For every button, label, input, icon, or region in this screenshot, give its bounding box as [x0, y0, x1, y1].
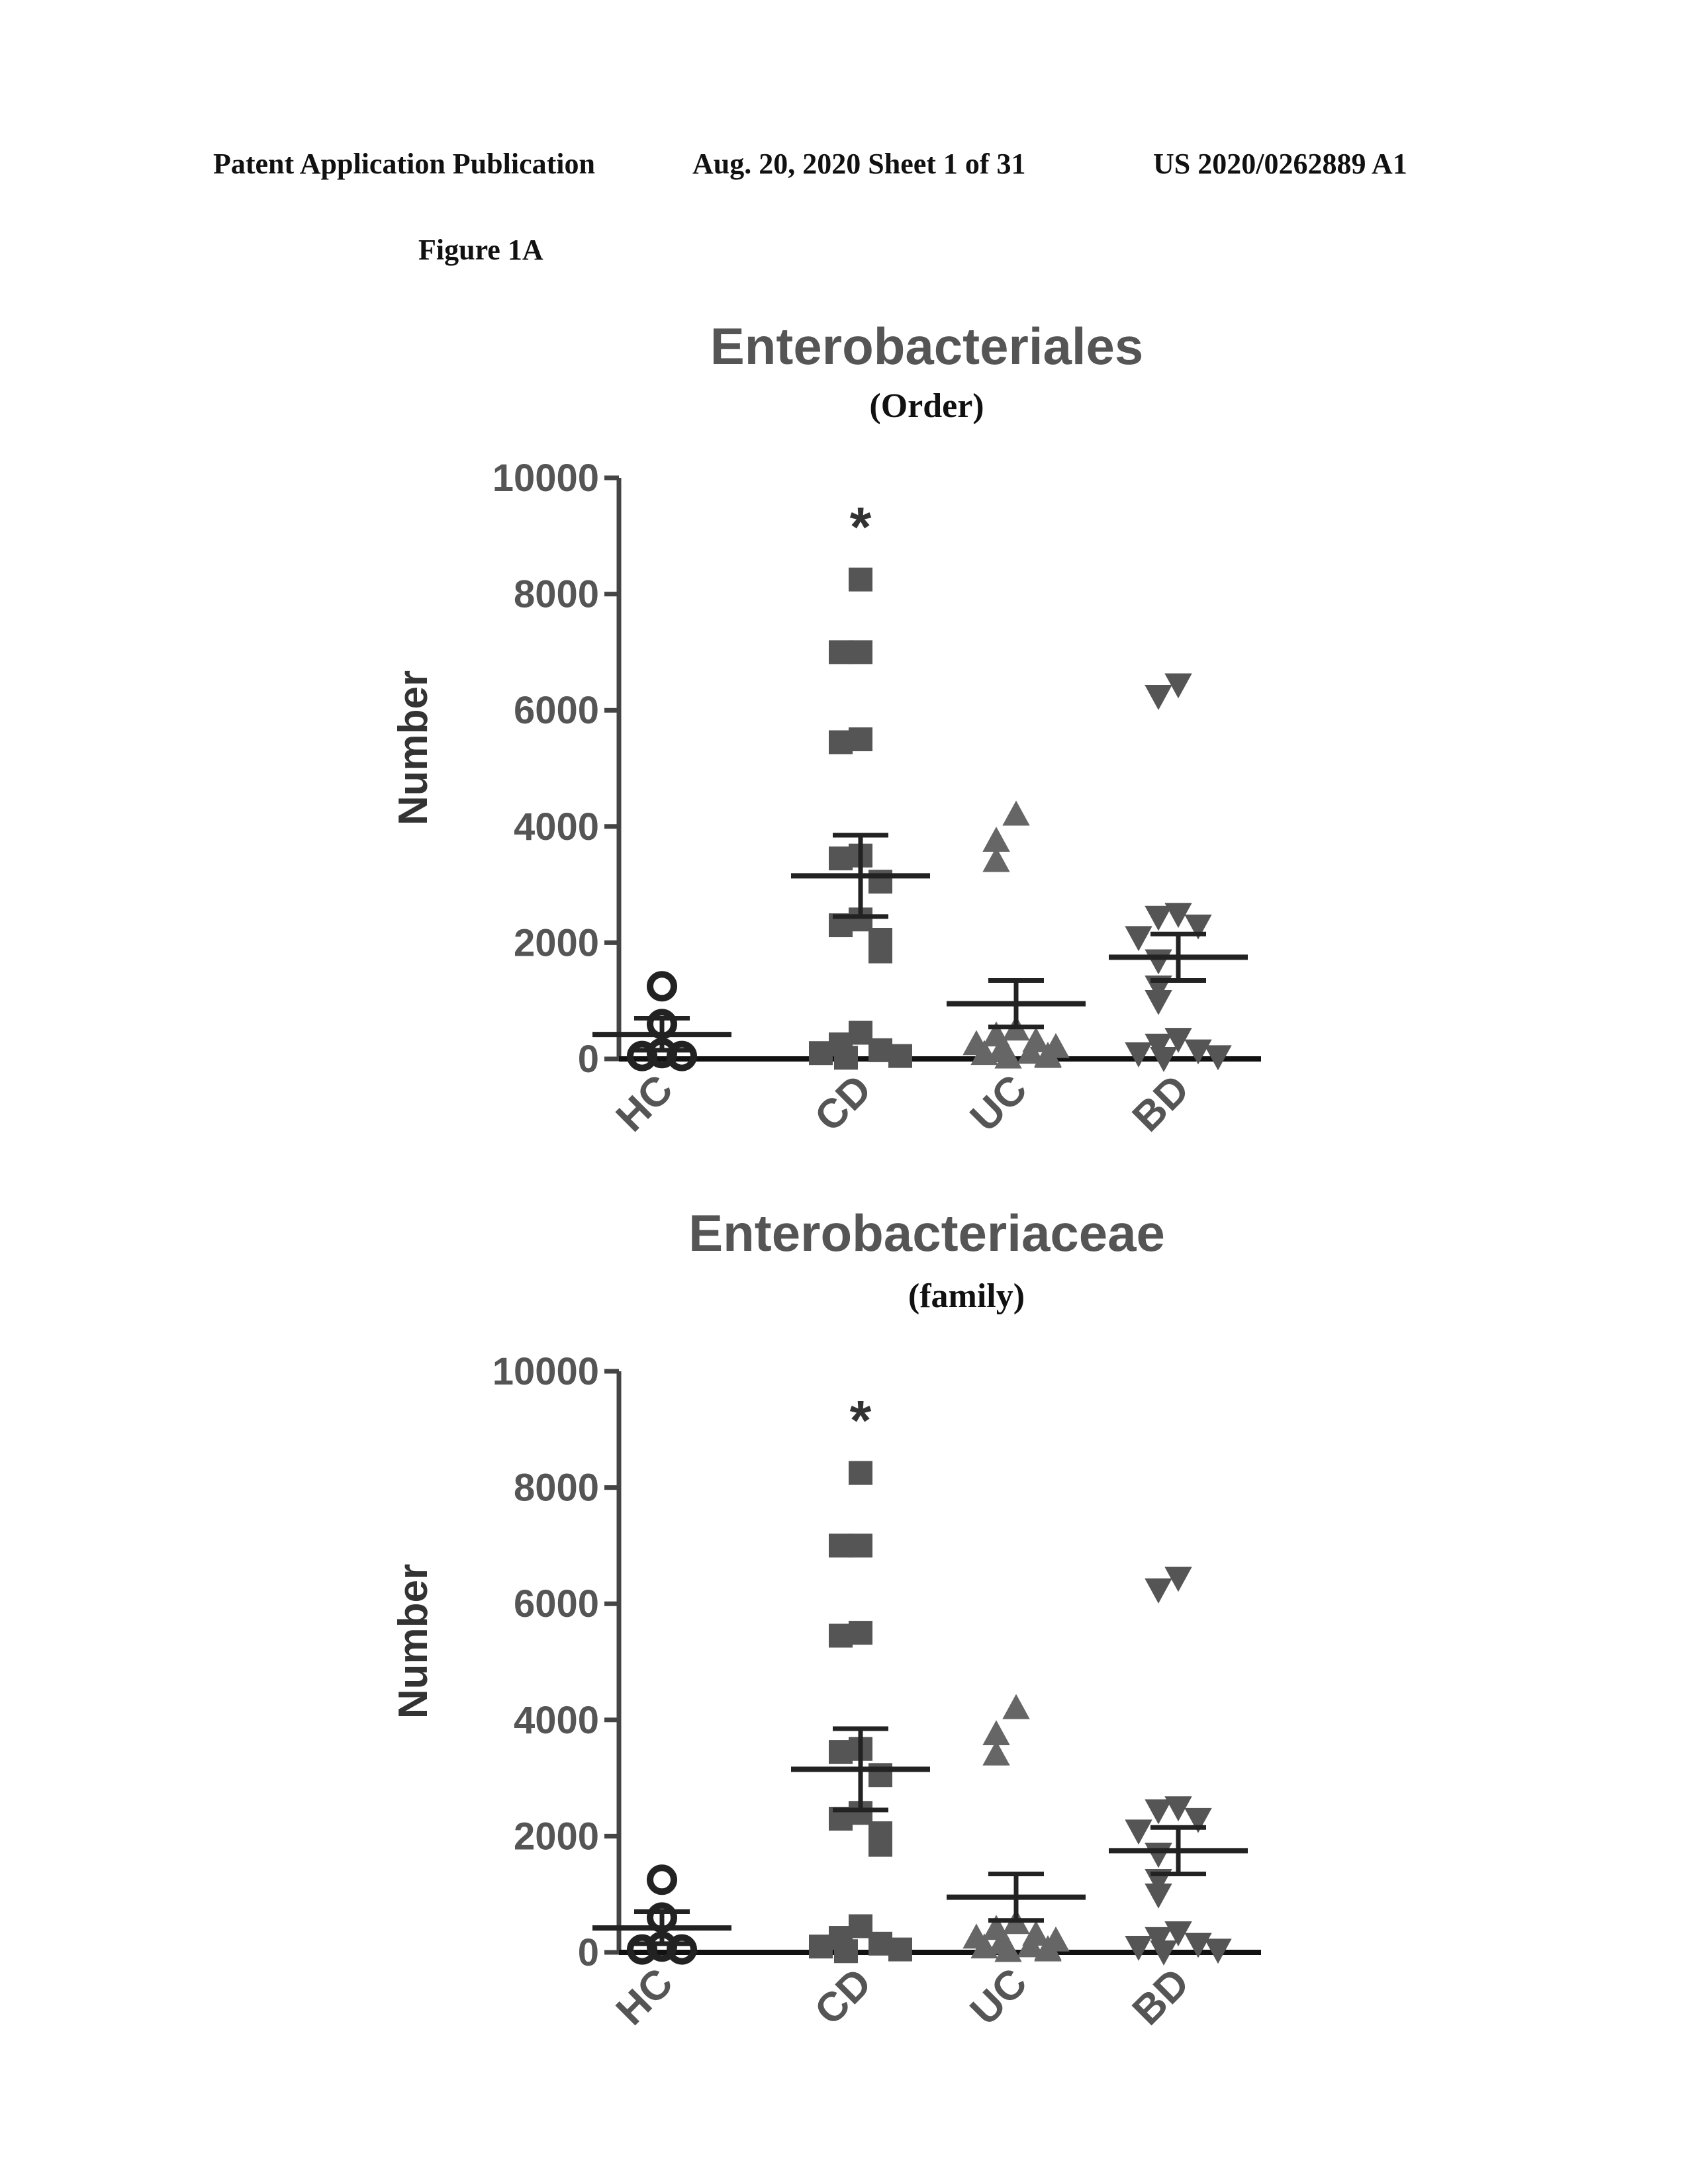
data-point-square: [809, 1041, 833, 1065]
data-point-triangle-down: [1145, 1578, 1172, 1604]
data-point-square: [849, 1461, 872, 1485]
x-category-label: CD: [806, 1960, 880, 2034]
chart-enterobacteriaceae: Enterobacteriaceae (family) Number 0 2000…: [0, 1198, 1688, 2071]
x-category-label: UC: [962, 1066, 1036, 1140]
data-point-square: [834, 1939, 858, 1963]
data-point-square: [849, 568, 872, 592]
data-point-square: [829, 1533, 853, 1557]
chart-enterobacteriales: Enterobacteriales (Order) Number 0 2000 40…: [0, 304, 1688, 1178]
significance-asterisk: *: [850, 1389, 872, 1451]
data-point-square: [829, 730, 853, 754]
data-point-triangle-down: [1145, 1843, 1172, 1868]
data-point-square: [868, 1833, 892, 1857]
y-tick-label: 0: [578, 1931, 599, 1974]
header-date-sheet: Aug. 20, 2020 Sheet 1 of 31: [692, 147, 1026, 181]
data-point-square: [829, 1623, 853, 1647]
x-category-label: HC: [608, 1960, 682, 2034]
data-point-triangle-down: [1125, 1042, 1152, 1068]
data-point-square: [829, 1740, 853, 1764]
y-tick-label: 8000: [514, 1467, 599, 1510]
chart-title: Enterobacteriales: [710, 317, 1144, 375]
data-point-open-circle: [650, 974, 674, 998]
data-point-square: [888, 1044, 912, 1068]
data-point-triangle-down: [1125, 1936, 1152, 1961]
x-category-label: BD: [1124, 1066, 1198, 1140]
data-point-square: [829, 846, 853, 870]
y-tick-label: 8000: [514, 573, 599, 616]
data-point-square: [888, 1938, 912, 1962]
y-tick-label: 10000: [492, 457, 599, 500]
data-point-triangle-down: [1145, 685, 1172, 710]
y-tick-label: 2000: [514, 1815, 599, 1858]
x-category-label: BD: [1124, 1960, 1198, 2034]
data-point-square: [809, 1934, 833, 1958]
data-point-triangle-down: [1145, 990, 1172, 1015]
y-tick-label: 4000: [514, 1699, 599, 1742]
header-publication-type: Patent Application Publication: [213, 147, 595, 181]
data-point-triangle-down: [1125, 926, 1152, 951]
x-category-label: HC: [608, 1066, 682, 1140]
significance-asterisk: *: [850, 496, 872, 558]
y-axis-label: Number: [391, 1564, 436, 1719]
figure-label: Figure 1A: [418, 233, 543, 267]
data-point-square: [834, 1046, 858, 1069]
y-tick-label: 2000: [514, 921, 599, 964]
data-point-triangle-up: [1002, 801, 1029, 826]
data-point-triangle-down: [1145, 1884, 1172, 1909]
data-point-square: [868, 940, 892, 964]
data-point-square: [829, 640, 853, 664]
y-tick-label: 6000: [514, 689, 599, 732]
data-point-triangle-down: [1145, 950, 1172, 975]
x-category-label: CD: [806, 1066, 880, 1140]
data-point-triangle-up: [1002, 1694, 1029, 1719]
chart-subtitle: (family): [908, 1277, 1025, 1315]
x-category-label: UC: [962, 1960, 1036, 2034]
data-point-open-circle: [650, 1868, 674, 1891]
y-tick-label: 6000: [514, 1582, 599, 1625]
y-axis-label: Number: [391, 670, 436, 825]
chart-subtitle: (Order): [869, 387, 984, 425]
y-tick-label: 4000: [514, 805, 599, 848]
chart-title: Enterobacteriaceae: [688, 1204, 1165, 1262]
header-patent-number: US 2020/0262889 A1: [1153, 147, 1407, 181]
data-point-triangle-down: [1125, 1819, 1152, 1844]
y-tick-label: 0: [578, 1038, 599, 1081]
y-tick-label: 10000: [492, 1350, 599, 1393]
